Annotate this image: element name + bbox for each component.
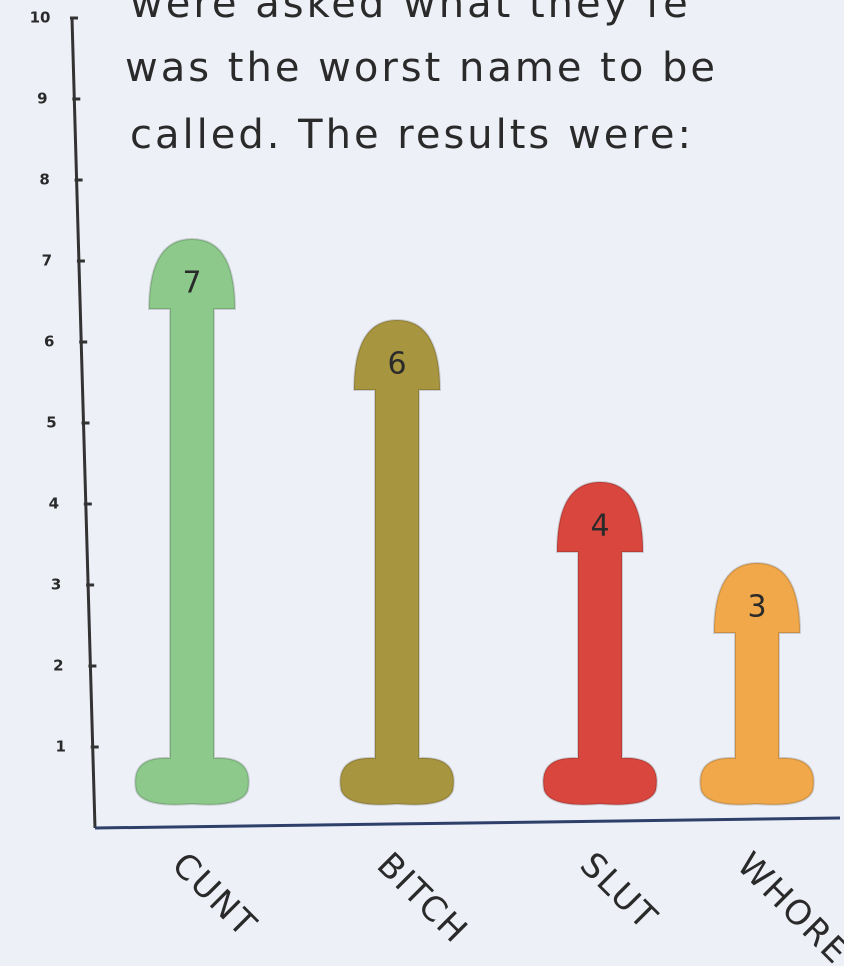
y-tick-label: 6 xyxy=(44,333,54,351)
value-label: 6 xyxy=(387,347,406,382)
title-line: called. The results were: xyxy=(130,112,694,158)
y-tick-label: 4 xyxy=(49,495,59,513)
value-label: 7 xyxy=(182,266,201,301)
value-label: 3 xyxy=(747,590,766,625)
y-tick-label: 2 xyxy=(53,657,63,675)
y-tick-label: 5 xyxy=(46,414,56,432)
chart: were asked what they fe was the worst na… xyxy=(0,0,844,966)
title-line: were asked what they fe xyxy=(130,0,691,27)
value-label: 4 xyxy=(590,509,609,544)
y-tick-label: 1 xyxy=(55,738,65,756)
y-tick-label: 3 xyxy=(51,576,61,594)
y-tick-label: 9 xyxy=(37,90,47,108)
y-tick-label: 8 xyxy=(39,171,49,189)
y-tick-label: 10 xyxy=(30,9,51,27)
title-line: was the worst name to be xyxy=(125,45,718,91)
y-tick-label: 7 xyxy=(42,252,52,270)
